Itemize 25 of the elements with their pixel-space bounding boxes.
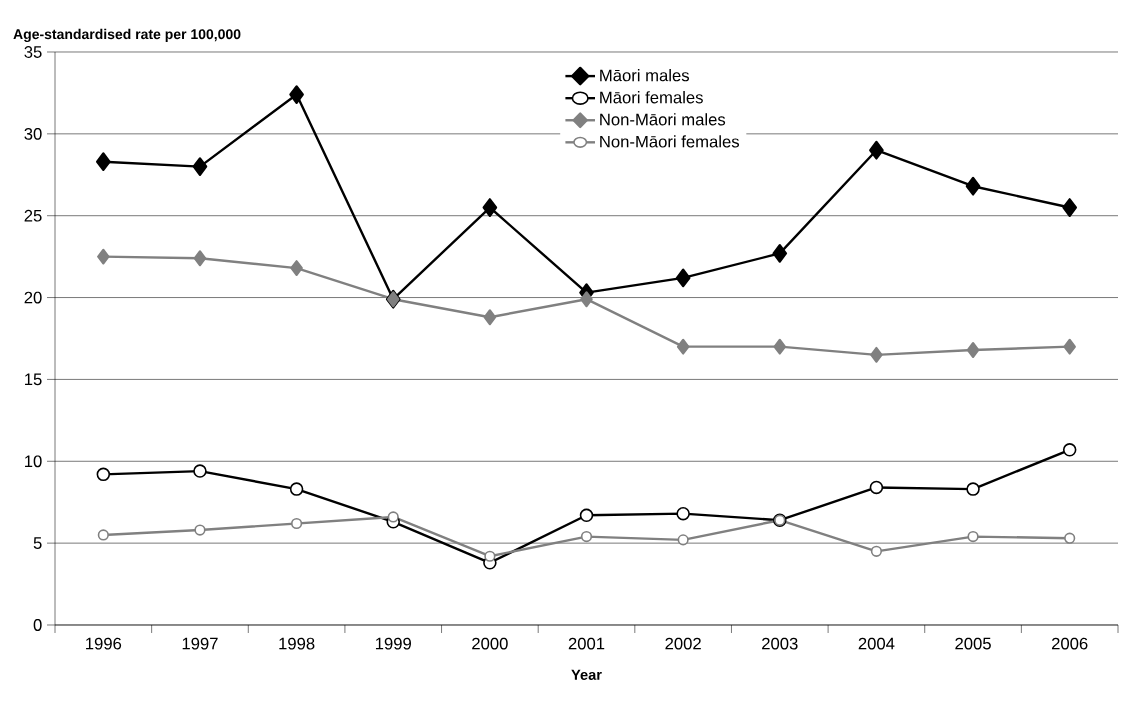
y-tick-label: 20 xyxy=(24,291,42,304)
x-tick-label: 2002 xyxy=(665,637,701,650)
y-tick-label: 0 xyxy=(33,619,42,631)
x-tick-label: 1997 xyxy=(182,637,218,650)
y-tick-label: 15 xyxy=(25,373,42,386)
y-tick-label: 30 xyxy=(24,127,42,140)
x-tick-label: 2004 xyxy=(858,637,895,650)
x-tick-label: 1996 xyxy=(86,637,122,650)
x-tick-label: 1999 xyxy=(375,637,411,650)
legend-label: Māori males xyxy=(600,69,689,82)
x-tick-label: 2003 xyxy=(762,637,798,650)
y-tick-label: 10 xyxy=(25,455,42,468)
y-tick-label: 25 xyxy=(24,209,42,222)
x-tick-label: 2005 xyxy=(955,637,991,650)
x-axis-title: Year xyxy=(571,669,602,680)
x-tick-label: 2006 xyxy=(1051,637,1088,650)
legend-label: Māori females xyxy=(600,91,703,104)
y-axis-title: Age-standardised rate per 100,000 xyxy=(13,28,241,42)
legend-label: Non-Māori females xyxy=(600,135,740,148)
x-tick-label: 2001 xyxy=(568,637,605,650)
x-tick-label: 1998 xyxy=(279,637,315,650)
y-tick-label: 35 xyxy=(24,46,42,58)
x-tick-label: 2000 xyxy=(472,637,508,650)
y-tick-label: 5 xyxy=(33,537,42,549)
legend-label: Non-Māori males xyxy=(600,113,726,126)
